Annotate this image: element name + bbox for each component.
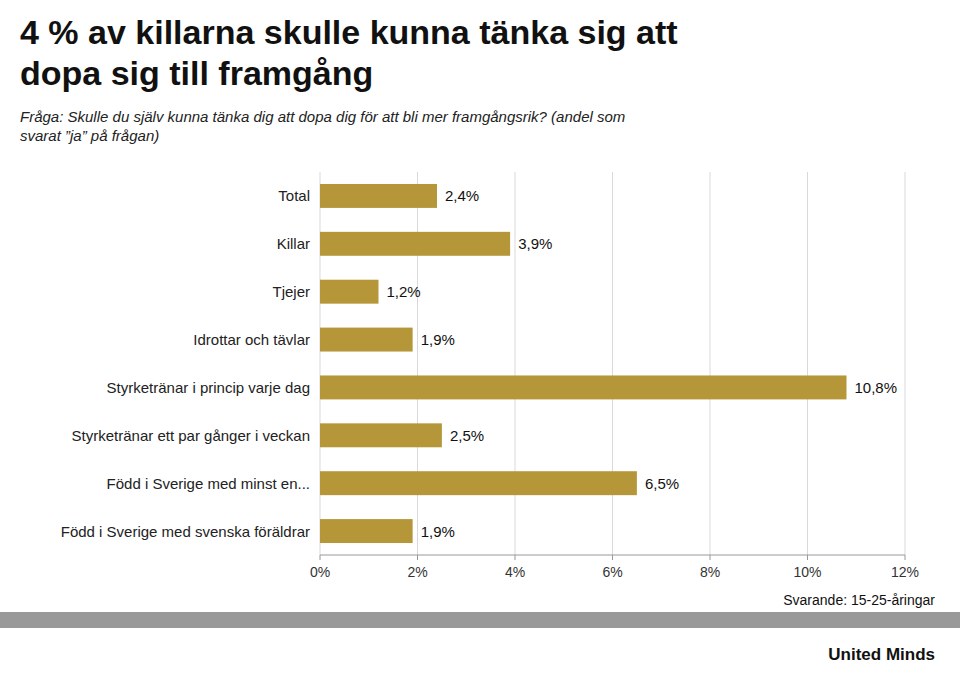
footer-band (0, 612, 960, 628)
data-label: 2,5% (450, 427, 484, 444)
data-label: 6,5% (645, 475, 679, 492)
tick-label: 10% (793, 564, 821, 580)
data-label: 1,2% (387, 283, 421, 300)
title-line: dopa sig till framgång (20, 54, 373, 92)
tick-label: 0% (310, 564, 330, 580)
title-line: 4 % av killarna skulle kunna tänka sig a… (20, 13, 678, 51)
data-label: 1,9% (421, 331, 455, 348)
annotation: United Minds (828, 645, 935, 664)
tick-label: 4% (505, 564, 525, 580)
tick-mark (905, 555, 906, 560)
category-label: Total (278, 187, 310, 204)
grid-line (905, 172, 906, 555)
footer: Svarande: 15-25-åringar United Minds (0, 592, 960, 664)
tick-label: 12% (891, 564, 919, 580)
category-label: Tjejer (272, 283, 310, 300)
tick-mark (612, 555, 613, 560)
category-label: Styrketränar ett par gånger i veckan (72, 427, 310, 444)
annotation: Svarande: 15-25-åringar (783, 592, 935, 608)
category-label: Killar (277, 235, 310, 252)
page: {"chart_data": { "type": "bar", "orienta… (0, 0, 960, 682)
bar (320, 280, 379, 304)
bar (320, 184, 437, 208)
bar (320, 519, 413, 543)
tick-label: 8% (700, 564, 720, 580)
category-label: Född i Sverige med minst en... (107, 475, 310, 492)
data-label: 1,9% (421, 523, 455, 540)
tick-mark (710, 555, 711, 560)
tick-mark (807, 555, 808, 560)
subtitle: Fråga: Skulle du själv kunna tänka dig a… (20, 108, 625, 144)
grid (320, 172, 905, 555)
tick-label: 2% (407, 564, 427, 580)
data-label: 10,8% (855, 379, 898, 396)
grid-line (320, 172, 321, 555)
data-labels: 2,4% 3,9% 1,2% 1,9% 10,8% 2,5% 6,5% 1,9% (387, 187, 898, 539)
grid-line (612, 172, 613, 555)
title: 4 % av killarna skulle kunna tänka sig a… (20, 13, 678, 92)
axis-line (320, 555, 905, 556)
tick-mark (320, 555, 321, 560)
bar (320, 423, 442, 447)
bar (320, 471, 637, 495)
category-label: Född i Sverige med svenska föräldrar (61, 523, 310, 540)
bars (320, 184, 847, 543)
subtitle-line: svarat ”ja” på frågan) (20, 127, 159, 144)
subtitle-line: Fråga: Skulle du själv kunna tänka dig a… (20, 108, 625, 125)
bar (320, 375, 847, 399)
x-axis: 0% 2% 4% 6% 8% 10% 12% (310, 555, 919, 580)
data-label: 2,4% (445, 187, 479, 204)
grid-line (807, 172, 808, 555)
grid-line (515, 172, 516, 555)
grid-line (417, 172, 418, 555)
y-axis: Total Killar Tjejer Idrottar och tävlar Styr… (61, 187, 310, 539)
data-label: 3,9% (518, 235, 552, 252)
chart: 4 % av killarna skulle kunna tänka sig a… (0, 0, 960, 682)
category-label: Idrottar och tävlar (193, 331, 310, 348)
tick-mark (515, 555, 516, 560)
tick-mark (417, 555, 418, 560)
bar (320, 232, 510, 256)
bar (320, 328, 413, 352)
grid-line (710, 172, 711, 555)
category-label: Styrketränar i princip varje dag (107, 379, 310, 396)
tick-label: 6% (602, 564, 622, 580)
